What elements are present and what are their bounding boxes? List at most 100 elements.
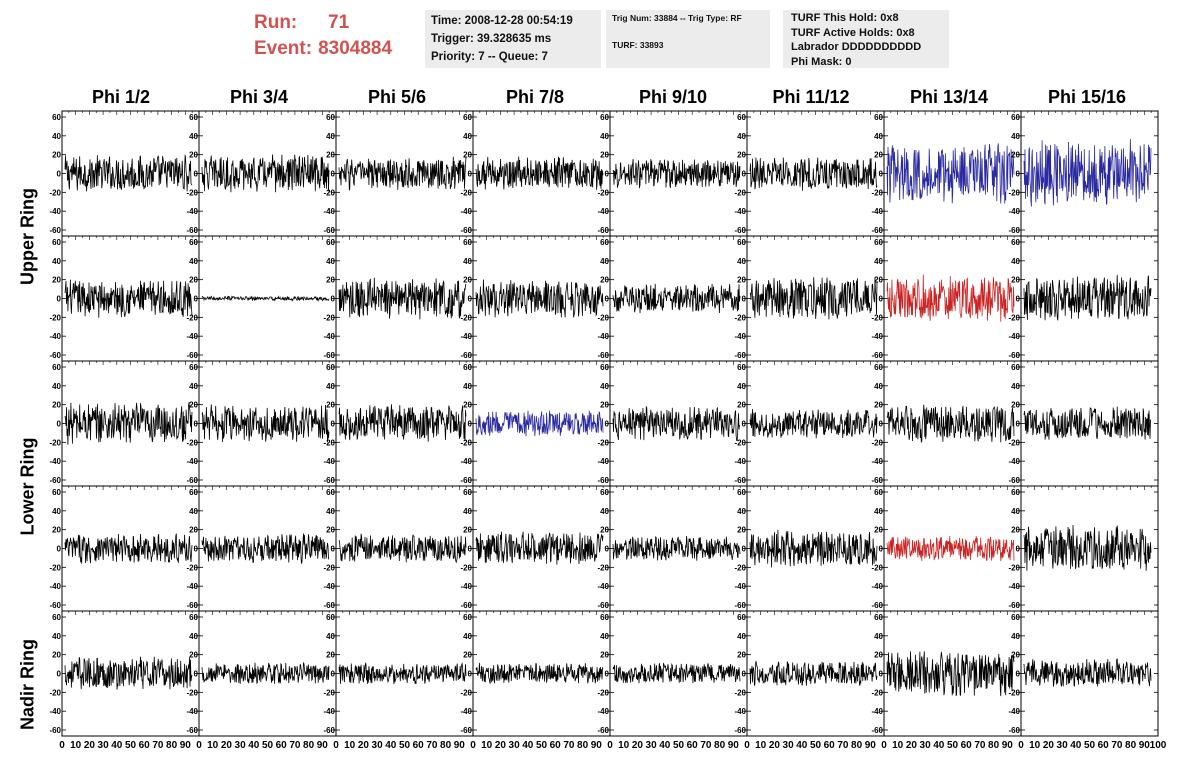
phi-mask-text: Phi Mask: 0 [791,55,852,68]
waveform-trace [612,159,741,189]
y-tick-label: 40 [1011,382,1020,391]
y-tick-label: -20 [597,313,609,322]
y-tick-label: -60 [49,726,61,735]
x-tick-label: 30 [98,740,110,751]
y-tick-label: 20 [463,526,472,535]
y-tick-label: 0 [879,420,884,429]
waveform-trace [886,651,1015,697]
y-tick-label: 40 [737,132,746,141]
y-tick-label: -60 [186,601,198,610]
waveform-trace [201,154,330,193]
x-tick-label: 40 [1070,740,1082,751]
waveform-panel: -60 -40 -20 0 20 40 60 [323,485,474,612]
y-tick-label: -20 [323,563,335,572]
y-tick-label: 60 [463,488,472,497]
turf-hold-info-box: TURF This Hold: 0x8 TURF Active Holds: 0… [783,10,949,68]
y-tick-label: 40 [326,132,335,141]
x-tick-label: 70 [974,740,986,751]
x-tick-label: 60 [550,740,562,751]
y-tick-label: -20 [49,438,61,447]
waveform-panel: -60 -40 -20 0 20 40 60 [49,235,200,362]
x-tick-label: 10 [1029,740,1041,751]
x-tick-label: 50 [399,740,411,751]
y-tick-label: -40 [323,207,335,216]
y-tick-label: -20 [49,188,61,197]
waveform-trace [1023,658,1152,687]
y-tick-label: 40 [737,507,746,516]
y-tick-label: -40 [1008,707,1020,716]
y-tick-label: 20 [52,526,61,535]
y-tick-label: 40 [1011,132,1020,141]
x-tick-label: 0 [196,740,202,751]
y-tick-label: 40 [463,382,472,391]
waveform-panel: -60 -40 -20 0 20 40 60 [871,235,1022,362]
time-trigger-info-box: Time: 2008-12-28 00:54:19 Trigger: 39.32… [425,10,601,68]
y-tick-label: -40 [186,707,198,716]
y-tick-label: -60 [1008,226,1020,235]
y-tick-label: -20 [871,188,883,197]
x-tick-label: 70 [152,740,164,751]
x-tick-label: 30 [1057,740,1069,751]
y-tick-label: 40 [600,257,609,266]
waveform-trace [201,661,330,685]
y-tick-label: 0 [742,545,747,554]
y-tick-label: -40 [186,332,198,341]
y-tick-label: 40 [600,382,609,391]
y-tick-label: -20 [460,688,472,697]
y-tick-label: -40 [460,207,472,216]
waveform-trace [338,533,467,564]
waveform-panel: -60 -40 -20 0 20 40 60 [460,235,611,362]
phi-column-label: Phi 7/8 [505,87,565,107]
waveform-trace [749,529,878,568]
y-tick-label: 60 [463,613,472,622]
y-tick-label: -60 [871,601,883,610]
y-tick-label: -40 [460,332,472,341]
x-tick-label: 60 [961,740,973,751]
priority-text: Priority: 7 -- Queue: 7 [431,51,548,63]
y-tick-label: -40 [734,707,746,716]
y-tick-label: 0 [194,420,199,429]
x-tick-label: 40 [248,740,260,751]
y-tick-label: 0 [1016,420,1021,429]
y-tick-label: 60 [326,113,335,122]
x-tick-label: 60 [276,740,288,751]
x-tick-label: 90 [865,740,877,751]
y-tick-label: 0 [879,670,884,679]
waveform-panel: -60 -40 -20 0 20 40 60 [186,485,337,612]
waveform-trace [612,535,741,561]
waveform-panel: -60 -40 -20 0 20 40 60 [323,110,474,237]
y-tick-label: -60 [49,226,61,235]
y-tick-label: -20 [186,188,198,197]
y-tick-label: 0 [468,670,473,679]
x-tick-label: 70 [426,740,438,751]
x-tick-label: 80 [440,740,452,751]
y-tick-label: -60 [871,226,883,235]
y-tick-label: -60 [597,226,609,235]
y-tick-label: 20 [874,276,883,285]
phi-column-label: Phi 3/4 [229,87,289,107]
y-tick-label: -20 [734,688,746,697]
waveform-trace [1023,274,1152,321]
waveform-panel: -60 -40 -20 0 20 40 60 [597,235,748,362]
y-tick-label: 60 [874,613,883,622]
y-tick-label: -40 [323,457,335,466]
y-tick-label: -20 [1008,313,1020,322]
y-tick-label: 60 [600,238,609,247]
y-tick-label: -60 [460,726,472,735]
y-tick-label: 40 [52,257,61,266]
y-tick-label: -20 [1008,563,1020,572]
y-tick-label: 0 [605,170,610,179]
y-tick-label: 20 [737,401,746,410]
y-tick-label: 40 [874,507,883,516]
y-tick-label: 0 [57,170,62,179]
y-tick-label: 20 [874,651,883,660]
y-tick-label: 40 [463,507,472,516]
x-tick-label: 0 [744,740,750,751]
y-tick-label: -60 [186,476,198,485]
y-tick-label: 40 [189,132,198,141]
y-tick-label: -40 [1008,207,1020,216]
y-tick-label: 0 [331,670,336,679]
x-tick-label: 40 [933,740,945,751]
x-tick-label: 10 [70,740,82,751]
